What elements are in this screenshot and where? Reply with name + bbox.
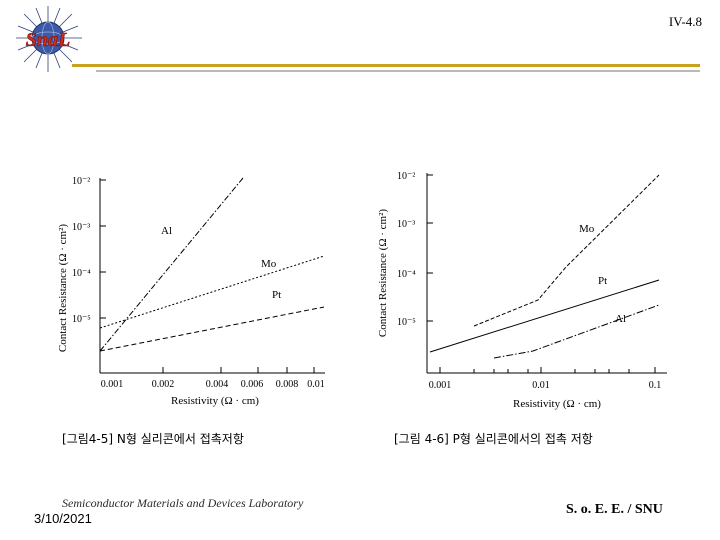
logo-text: SnaL bbox=[26, 29, 70, 51]
sun-globe-logo-icon: SnaL bbox=[16, 6, 82, 72]
left-ytick-label: 10⁻³ bbox=[72, 222, 90, 233]
right-series-mo bbox=[473, 174, 660, 327]
left-x-ticks: 0.001 0.002 0.004 0.006 0.008 0.01 bbox=[99, 367, 325, 390]
right-ytick-label: 10⁻³ bbox=[397, 219, 415, 230]
header-divider-gold bbox=[72, 64, 700, 67]
left-y-axis-label: Contact Resistance (Ω · cm²) bbox=[57, 224, 69, 352]
right-x-ticks: 0.001 0.01 0.1 bbox=[429, 367, 662, 391]
chart-p-type-contact-resistance: Contact Resistance (Ω · cm²) 10⁻² 10⁻³ 1… bbox=[377, 171, 667, 410]
right-ytick-label: 10⁻⁵ bbox=[397, 317, 416, 328]
left-xtick-label: 0.002 bbox=[152, 379, 175, 390]
left-series-pt bbox=[99, 306, 325, 352]
figure-caption-right: [그림 4-6] P형 실리콘에서의 접촉 저항 bbox=[394, 432, 593, 446]
left-xtick-label: 0.01 bbox=[307, 379, 325, 390]
right-label-mo: Mo bbox=[579, 223, 595, 235]
left-xtick-label: 0.001 bbox=[101, 379, 124, 390]
right-y-axis-label-text: Contact Resistance (Ω · cm²) bbox=[377, 209, 389, 337]
left-ytick-label: 10⁻⁴ bbox=[72, 268, 91, 279]
left-series-al bbox=[99, 177, 244, 352]
left-ytick-label: 10⁻² bbox=[72, 176, 90, 187]
slide-number: IV-4.8 bbox=[668, 14, 702, 29]
left-series-mo bbox=[99, 255, 325, 329]
right-series-pt bbox=[429, 279, 660, 353]
right-xtick-label: 0.01 bbox=[532, 380, 550, 391]
date-label: 3/10/2021 bbox=[34, 511, 92, 526]
right-series-al bbox=[493, 304, 660, 359]
left-ytick-label: 10⁻⁵ bbox=[72, 314, 91, 325]
left-label-pt: Pt bbox=[272, 289, 281, 301]
right-xtick-label: 0.1 bbox=[649, 380, 662, 391]
header-divider-gray bbox=[96, 70, 700, 72]
right-label-pt: Pt bbox=[598, 275, 607, 287]
right-ytick-label: 10⁻² bbox=[397, 171, 415, 182]
left-xtick-label: 0.008 bbox=[276, 379, 299, 390]
left-y-ticks: 10⁻² 10⁻³ 10⁻⁴ 10⁻⁵ bbox=[72, 176, 106, 325]
right-y-ticks: 10⁻² 10⁻³ 10⁻⁴ 10⁻⁵ bbox=[397, 171, 433, 328]
left-x-axis-label: Resistivity (Ω · cm) bbox=[171, 395, 259, 407]
left-xtick-label: 0.004 bbox=[206, 379, 229, 390]
right-xtick-label: 0.001 bbox=[429, 380, 452, 391]
chart-n-type-contact-resistance: Contact Resistance (Ω · cm²) 10⁻² 10⁻³ 1… bbox=[57, 176, 325, 407]
lab-name: Semiconductor Materials and Devices Labo… bbox=[62, 496, 304, 510]
left-y-axis-label-text: Contact Resistance (Ω · cm²) bbox=[57, 224, 69, 352]
right-y-axis-label: Contact Resistance (Ω · cm²) bbox=[377, 209, 389, 337]
left-label-al: Al bbox=[161, 225, 172, 237]
left-label-mo: Mo bbox=[261, 258, 277, 270]
right-ytick-label: 10⁻⁴ bbox=[397, 269, 416, 280]
figure-caption-left: [그림4-5] N형 실리콘에서 접촉저항 bbox=[62, 432, 244, 446]
right-label-al: Al bbox=[615, 313, 626, 325]
right-x-axis-label: Resistivity (Ω · cm) bbox=[513, 398, 601, 410]
school-name: S. o. E. E. / SNU bbox=[566, 502, 663, 517]
left-xtick-label: 0.006 bbox=[241, 379, 264, 390]
